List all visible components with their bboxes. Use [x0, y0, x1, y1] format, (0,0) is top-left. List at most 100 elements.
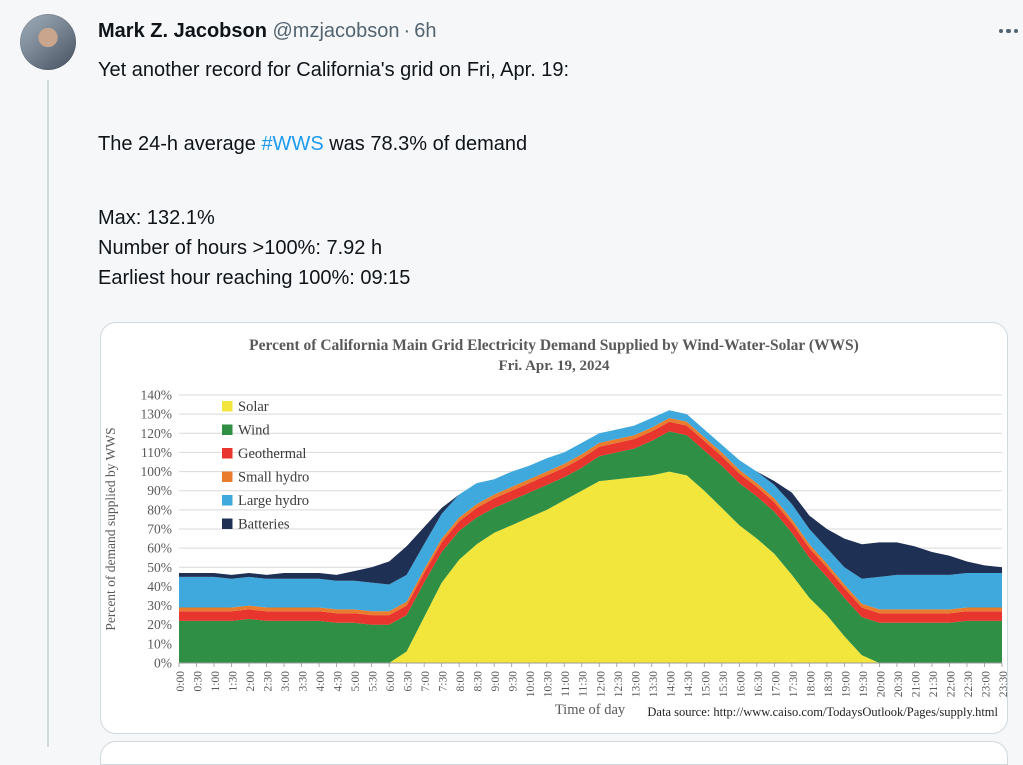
x-tick-label: 19:00 [840, 671, 852, 697]
tweet-line-2-post: was 78.3% of demand [323, 133, 528, 155]
x-tick-label: 9:00 [490, 671, 502, 692]
y-tick-label: 110% [141, 445, 172, 460]
x-tick-label: 6:00 [385, 671, 397, 692]
x-tick-label: 5:30 [368, 671, 380, 692]
more-icon [998, 28, 1003, 34]
legend-swatch-wind [222, 424, 233, 435]
x-tick-label: 2:00 [245, 671, 257, 692]
x-tick-label: 15:30 [718, 671, 730, 697]
y-tick-label: 120% [141, 426, 173, 441]
x-axis-title: Time of day [555, 702, 626, 718]
area-solar [179, 471, 1002, 663]
x-tick-label: 19:30 [858, 671, 870, 697]
x-tick-label: 18:30 [823, 671, 835, 697]
legend-label: Large hydro [238, 493, 309, 509]
x-tick-label: 5:00 [350, 671, 362, 692]
x-tick-label: 4:30 [333, 671, 345, 692]
more-icon [1006, 28, 1011, 34]
x-tick-label: 22:30 [963, 671, 975, 697]
legend-label: Wind [238, 423, 270, 439]
x-tick-label: 0:30 [193, 671, 205, 692]
y-tick-label: 140% [141, 388, 173, 403]
x-tick-label: 12:00 [595, 671, 607, 697]
hashtag-wws-link[interactable]: #WWS [261, 133, 324, 155]
x-tick-label: 16:00 [735, 671, 747, 697]
more-button[interactable] [988, 22, 1018, 40]
x-tick-label: 8:00 [455, 671, 467, 692]
x-tick-label: 0:00 [175, 671, 187, 692]
x-tick-label: 13:30 [648, 671, 660, 697]
x-tick-label: 13:00 [630, 671, 642, 697]
legend-label: Solar [238, 399, 269, 415]
stat-hours-over-100: Number of hours >100%: 7.92 h [98, 237, 383, 259]
stat-max: Max: 132.1% [98, 207, 215, 229]
author-handle[interactable]: @mzjacobson [272, 20, 400, 42]
x-tick-label: 21:00 [910, 671, 922, 697]
next-tweet-card[interactable] [100, 741, 1008, 765]
separator: · [403, 20, 411, 42]
x-tick-label: 23:30 [998, 671, 1007, 697]
chart-attachment[interactable]: 0% 10% 20% 30% 40% 50% 60% 70% 80% 90% 100% 110% 120… [100, 322, 1008, 734]
x-tick-label: 16:30 [753, 671, 765, 697]
x-tick-label: 20:30 [893, 671, 905, 697]
x-tick-label: 1:30 [228, 671, 240, 692]
y-tick-label: 80% [147, 502, 172, 517]
legend-swatch-geothermal [222, 448, 233, 459]
x-tick-label: 17:30 [788, 671, 800, 697]
x-tick-label: 9:30 [508, 671, 520, 692]
x-tick-label: 23:00 [980, 671, 992, 697]
x-tick-label: 11:00 [560, 671, 572, 697]
wws-stacked-area-chart: 0% 10% 20% 30% 40% 50% 60% 70% 80% 90% 100% 110% 120… [103, 337, 1007, 719]
x-tick-label: 17:00 [770, 671, 782, 697]
chart-title: Percent of California Main Grid Electric… [249, 337, 859, 354]
tweet-text: Yet another record for California's grid… [98, 55, 978, 293]
x-tick-label: 10:00 [525, 671, 537, 697]
x-tick-label: 8:30 [473, 671, 485, 692]
x-tick-label: 21:30 [928, 671, 940, 697]
tweet-content: Mark Z. Jacobson @mzjacobson · 6h Yet anot… [98, 18, 978, 293]
y-tick-label: 60% [147, 541, 172, 556]
chart-subtitle: Fri. Apr. 19, 2024 [498, 358, 610, 374]
x-tick-label: 20:00 [875, 671, 887, 697]
y-tick-label: 70% [147, 522, 172, 537]
x-tick-label: 7:30 [438, 671, 450, 692]
x-tick-label: 11:30 [578, 671, 590, 697]
area-batteries [179, 410, 1002, 585]
y-tick-label: 40% [147, 579, 172, 594]
x-tick-label: 12:30 [613, 671, 625, 697]
x-tick-label: 2:30 [263, 671, 275, 692]
tweet-header: Mark Z. Jacobson @mzjacobson · 6h [98, 18, 978, 44]
thread-line [47, 80, 49, 747]
y-tick-label: 10% [147, 636, 172, 651]
author-name[interactable]: Mark Z. Jacobson [98, 20, 267, 42]
x-tick-label: 6:30 [403, 671, 415, 692]
x-tick-label: 14:00 [665, 671, 677, 697]
legend-swatch-batteries [222, 518, 233, 529]
stat-earliest-100: Earliest hour reaching 100%: 09:15 [98, 267, 411, 289]
y-axis-title: Percent of demand supplied by WWS [103, 427, 118, 630]
avatar[interactable] [20, 14, 76, 70]
y-tick-label: 90% [147, 483, 172, 498]
y-tick-label: 100% [141, 464, 173, 479]
x-tick-label: 18:00 [805, 671, 817, 697]
tweet-stats: Max: 132.1% Number of hours >100%: 7.92 … [98, 203, 978, 293]
area-large-hydro [179, 410, 1002, 612]
x-tick-label: 22:00 [945, 671, 957, 697]
x-tick-label: 1:00 [210, 671, 222, 692]
source-note: Data source: http://www.caiso.com/Todays… [647, 705, 998, 719]
legend-label: Small hydro [238, 470, 309, 486]
y-tick-label: 20% [147, 617, 172, 632]
x-tick-label: 10:30 [543, 671, 555, 697]
legend-swatch-small-hydro [222, 471, 233, 482]
x-tick-label: 7:00 [420, 671, 432, 692]
more-icon [1013, 28, 1018, 34]
area-wind [179, 431, 1002, 663]
x-tick-label: 3:30 [298, 671, 310, 692]
y-tick-label: 130% [141, 407, 173, 422]
tweet-line-2: The 24-h average #WWS was 78.3% of deman… [98, 129, 978, 159]
x-tick-label: 14:30 [683, 671, 695, 697]
timestamp[interactable]: 6h [414, 20, 437, 42]
tweet-line-1: Yet another record for California's grid… [98, 59, 570, 81]
legend-label: Batteries [238, 517, 290, 533]
legend-swatch-solar [222, 401, 233, 412]
